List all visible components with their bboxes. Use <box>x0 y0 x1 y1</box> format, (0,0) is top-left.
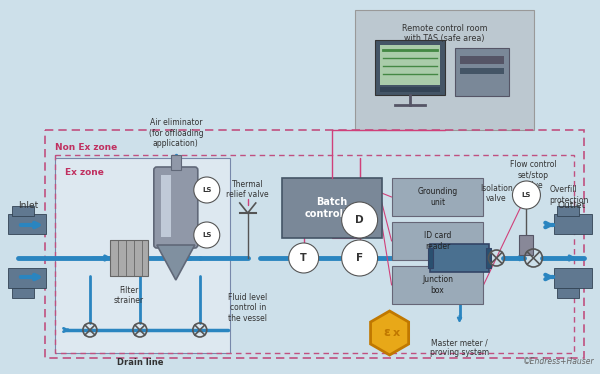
FancyBboxPatch shape <box>392 178 484 216</box>
Bar <box>55 155 574 353</box>
FancyBboxPatch shape <box>557 206 580 216</box>
FancyBboxPatch shape <box>171 155 181 170</box>
FancyBboxPatch shape <box>455 48 509 96</box>
Text: Drain line: Drain line <box>116 358 163 367</box>
Text: Thermal
relief valve: Thermal relief valve <box>226 180 269 199</box>
Text: Remote control room
with TAS (safe area): Remote control room with TAS (safe area) <box>402 24 487 43</box>
FancyBboxPatch shape <box>8 214 46 234</box>
Polygon shape <box>371 311 409 355</box>
Text: Isolation
valve: Isolation valve <box>480 184 513 203</box>
FancyBboxPatch shape <box>55 158 230 353</box>
Text: LS: LS <box>202 232 211 238</box>
Circle shape <box>512 181 541 209</box>
Text: Master meter /
proving system: Master meter / proving system <box>430 338 489 358</box>
Text: Fluid level
control in
the vessel: Fluid level control in the vessel <box>228 293 268 323</box>
Text: Filter
strainer: Filter strainer <box>114 286 144 306</box>
Text: Flow control
set/stop
valve: Flow control set/stop valve <box>510 160 557 190</box>
Text: ©Endress+Hauser: ©Endress+Hauser <box>523 357 595 366</box>
FancyBboxPatch shape <box>430 244 490 272</box>
Text: Outlet: Outlet <box>557 201 586 210</box>
Circle shape <box>194 177 220 203</box>
Text: Ex zone: Ex zone <box>65 168 104 177</box>
FancyBboxPatch shape <box>8 268 46 288</box>
Text: Air eliminator
(for offloading
application): Air eliminator (for offloading applicati… <box>149 118 203 148</box>
Circle shape <box>289 243 319 273</box>
FancyBboxPatch shape <box>557 288 580 298</box>
Text: Junction
box: Junction box <box>422 275 453 295</box>
Circle shape <box>341 240 377 276</box>
Text: x: x <box>393 328 400 338</box>
Text: T: T <box>301 253 307 263</box>
FancyBboxPatch shape <box>110 240 148 276</box>
Polygon shape <box>157 245 195 280</box>
FancyBboxPatch shape <box>520 235 533 255</box>
FancyBboxPatch shape <box>154 167 198 248</box>
Text: Non Ex zone: Non Ex zone <box>55 143 117 152</box>
Text: LS: LS <box>522 192 531 198</box>
Text: ε: ε <box>383 327 390 340</box>
FancyBboxPatch shape <box>460 68 505 74</box>
Bar <box>45 130 584 358</box>
FancyBboxPatch shape <box>282 178 382 238</box>
Text: Overfill
protection: Overfill protection <box>550 185 589 205</box>
FancyBboxPatch shape <box>554 214 592 234</box>
FancyBboxPatch shape <box>12 288 34 298</box>
FancyBboxPatch shape <box>487 248 491 268</box>
FancyBboxPatch shape <box>380 87 440 92</box>
Text: F: F <box>356 253 363 263</box>
FancyBboxPatch shape <box>374 40 445 95</box>
FancyBboxPatch shape <box>12 206 34 216</box>
Text: D: D <box>355 215 364 225</box>
Text: Grounding
unit: Grounding unit <box>418 187 458 207</box>
FancyBboxPatch shape <box>392 222 484 260</box>
Text: Inlet: Inlet <box>18 201 38 210</box>
FancyBboxPatch shape <box>355 10 535 130</box>
FancyBboxPatch shape <box>460 56 505 64</box>
Text: Batch
controller: Batch controller <box>305 197 359 219</box>
Text: ID card
reader: ID card reader <box>424 231 451 251</box>
Text: LS: LS <box>202 187 211 193</box>
FancyBboxPatch shape <box>392 266 484 304</box>
FancyBboxPatch shape <box>428 248 433 268</box>
Circle shape <box>341 202 377 238</box>
FancyBboxPatch shape <box>380 45 440 85</box>
Circle shape <box>194 222 220 248</box>
FancyBboxPatch shape <box>161 175 171 237</box>
FancyBboxPatch shape <box>554 268 592 288</box>
